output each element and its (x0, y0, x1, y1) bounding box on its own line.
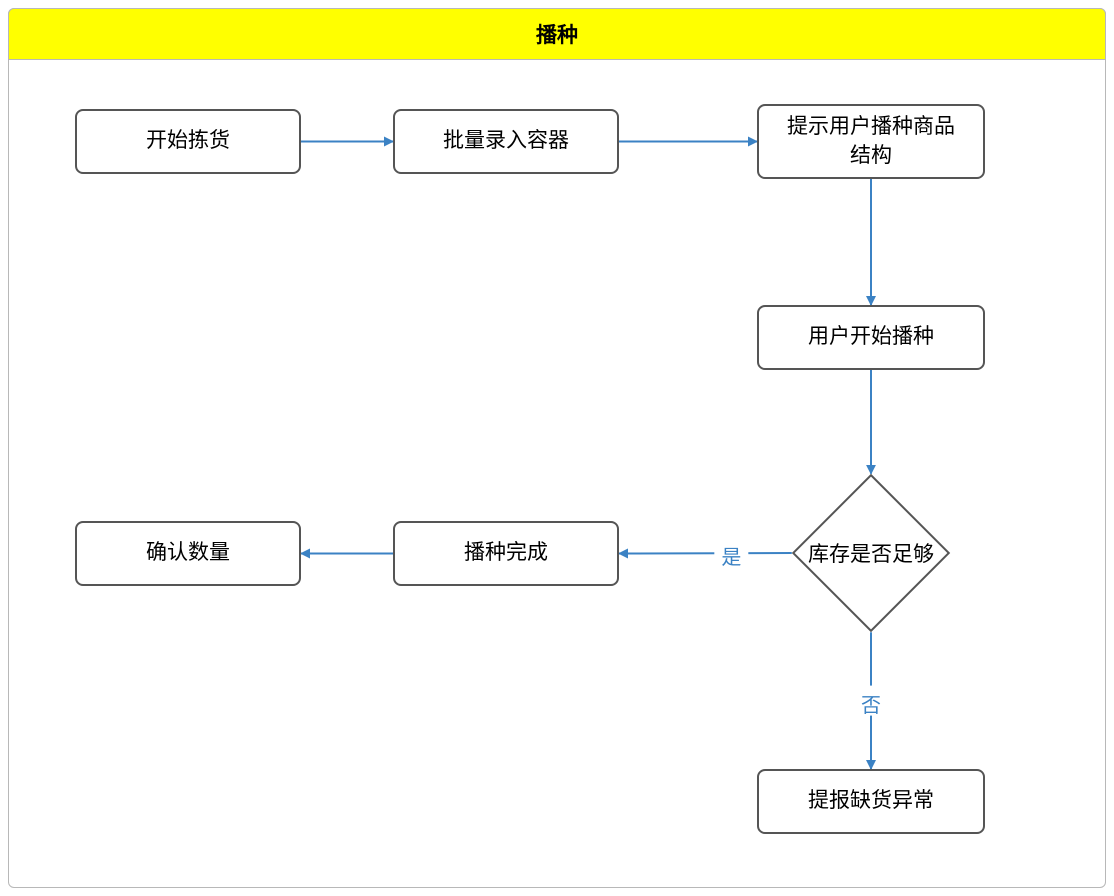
diagram-title: 播种 (8, 8, 1106, 60)
node-n8: 提报缺货异常 (757, 769, 985, 834)
node-n1: 开始拣货 (75, 109, 301, 174)
flowchart-canvas: 播种是否 开始拣货 批量录入容器 提示用户播种商品结构用户开始播种库存是否足够 播种完成… (0, 0, 1114, 896)
edge-label-e7: 否 (841, 689, 901, 718)
node-n2: 批量录入容器 (393, 109, 619, 174)
node-n3: 提示用户播种商品结构 (757, 104, 985, 179)
node-n7: 确认数量 (75, 521, 301, 586)
edge-label-e5: 是 (701, 541, 761, 570)
node-n4: 用户开始播种 (757, 305, 985, 370)
node-label: 库存是否足够 (776, 497, 966, 609)
node-n5: 库存是否足够 (815, 497, 927, 609)
node-n6: 播种完成 (393, 521, 619, 586)
